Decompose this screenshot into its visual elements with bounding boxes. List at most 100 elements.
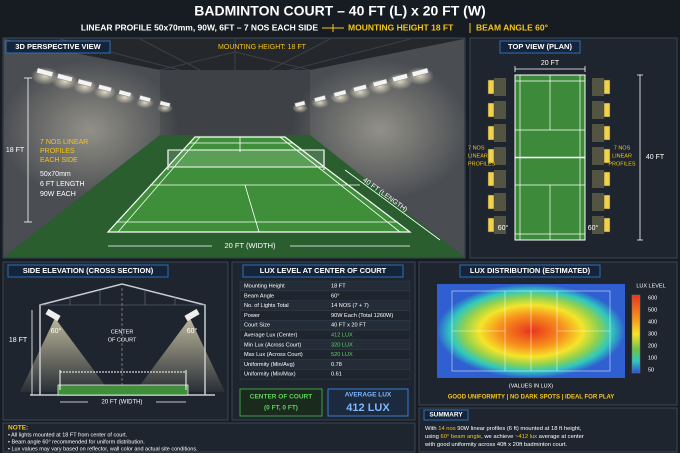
- dimensions: [24, 77, 441, 247]
- color-scale: [631, 294, 641, 374]
- scale-label: 500: [648, 307, 657, 313]
- notes-title: NOTE:: [8, 425, 28, 432]
- summary-highlight: 14 nos: [438, 426, 456, 432]
- title-tab: [499, 40, 581, 54]
- light-beam: [592, 78, 604, 96]
- profile-label: PROFILES: [40, 148, 75, 155]
- beam: [20, 318, 110, 392]
- table-value: 60°: [331, 293, 339, 299]
- table-value: 18 FT: [331, 283, 346, 289]
- light: [603, 125, 611, 141]
- light: [487, 125, 495, 141]
- light: [603, 171, 611, 187]
- title-tab: [242, 264, 404, 278]
- profile-label: PROFILES: [468, 161, 496, 167]
- table-value: 90W Each (Total 1260W): [331, 313, 393, 319]
- title-tab: [5, 40, 111, 54]
- average-box: [327, 388, 409, 417]
- summary-highlight: ~412 lux: [515, 434, 537, 440]
- light: [97, 84, 113, 93]
- light-beam: [494, 216, 506, 234]
- center-box: [239, 388, 323, 417]
- light: [603, 217, 611, 233]
- light: [56, 73, 74, 83]
- light: [333, 89, 347, 98]
- truss: [40, 290, 205, 306]
- summary-text: , we achieve: [481, 434, 515, 440]
- light: [45, 308, 61, 322]
- summary-text: with good uniformity across 40ft x 20ft …: [424, 442, 567, 448]
- light: [487, 79, 495, 95]
- court-lines: [116, 136, 401, 233]
- light-beam: [592, 216, 604, 234]
- light-beam: [592, 124, 604, 142]
- light-beam: [494, 170, 506, 188]
- mounting-label: MOUNTING HEIGHT: 18 FT: [218, 44, 307, 51]
- court-side: [57, 384, 189, 396]
- court: [106, 136, 412, 233]
- center-label: CENTER: [111, 329, 134, 335]
- light: [352, 84, 368, 93]
- light: [603, 148, 611, 164]
- table-key: Uniformity (Min/Max): [244, 372, 296, 378]
- scale-label: 400: [648, 319, 657, 325]
- dimensions: [514, 66, 643, 241]
- angle-label: 60°: [588, 224, 599, 232]
- light-beam: [592, 193, 604, 211]
- dimension-label: 40 FT: [646, 154, 665, 161]
- light-beam: [494, 78, 506, 96]
- table-row: [239, 369, 411, 380]
- scale-label: 300: [648, 331, 657, 337]
- light: [391, 73, 409, 83]
- profile-label: 7 NOS: [614, 145, 631, 151]
- light: [603, 79, 611, 95]
- light: [603, 102, 611, 118]
- panel-title: LUX LEVEL AT CENTER OF COURT: [260, 266, 387, 275]
- summary-line: With 14 nos 90W linear profiles (6 ft) m…: [425, 426, 582, 432]
- table-value: 0.78: [331, 362, 342, 368]
- profile-label: PROFILES: [608, 161, 636, 167]
- scale-label: 600: [648, 295, 657, 301]
- title-tab: [459, 264, 601, 278]
- light: [487, 217, 495, 233]
- subtitle-highlight: BEAM ANGLE 60°: [476, 22, 549, 32]
- net-posts: [59, 370, 187, 390]
- summary-text: 90W linear profiles (6 ft) mounted at 18…: [456, 426, 582, 432]
- panel-title: TOP VIEW (PLAN): [508, 42, 572, 51]
- light: [313, 95, 327, 103]
- table-key: Uniformity (Min/Avg): [244, 362, 295, 368]
- spec-label: 6 FT LENGTH: [40, 181, 85, 188]
- center-box-label: (0 FT, 0 FT): [264, 405, 298, 412]
- table-value: 320 LUX: [331, 342, 353, 348]
- average-label: AVERAGE LUX: [345, 392, 392, 399]
- roof: [4, 39, 464, 70]
- table-key: Mounting Height: [244, 283, 285, 289]
- note-item: • Lux values may vary based on reflector…: [8, 446, 198, 452]
- table-value: 412 LUX: [331, 332, 353, 338]
- profile-label: 7 NOS: [468, 145, 485, 151]
- title-tab: [7, 264, 169, 278]
- table-value: 40 FT x 20 FT: [331, 323, 367, 329]
- note-item: • All lights mounted at 18 FT from cente…: [8, 432, 128, 438]
- dimension-label: 20 FT (WIDTH): [102, 400, 143, 406]
- values-note: (VALUES IN LUX): [509, 383, 553, 389]
- light: [411, 67, 429, 78]
- summary-highlight: 60° beam angle: [440, 434, 481, 440]
- light-beam: [494, 124, 506, 142]
- light: [487, 148, 495, 164]
- table-value: 14 NOS (7 + 7): [331, 303, 369, 309]
- light: [603, 194, 611, 210]
- table-key: Beam Angle: [244, 293, 274, 299]
- summary-title: SUMMARY: [429, 412, 463, 419]
- profile-label: 7 NOS LINEAR: [40, 139, 88, 146]
- light-beam: [592, 147, 604, 165]
- lights: [487, 78, 611, 234]
- table-key: Average Lux (Center): [244, 332, 298, 338]
- lux-table: Mounting Height 18 FT Beam Angle 60° No. of …: [239, 280, 411, 380]
- court-plan-lines: [515, 75, 585, 240]
- light: [118, 89, 132, 98]
- light-beam: [592, 170, 604, 188]
- side-elevation: [20, 283, 225, 403]
- table-key: Min Lux (Across Court): [244, 342, 301, 348]
